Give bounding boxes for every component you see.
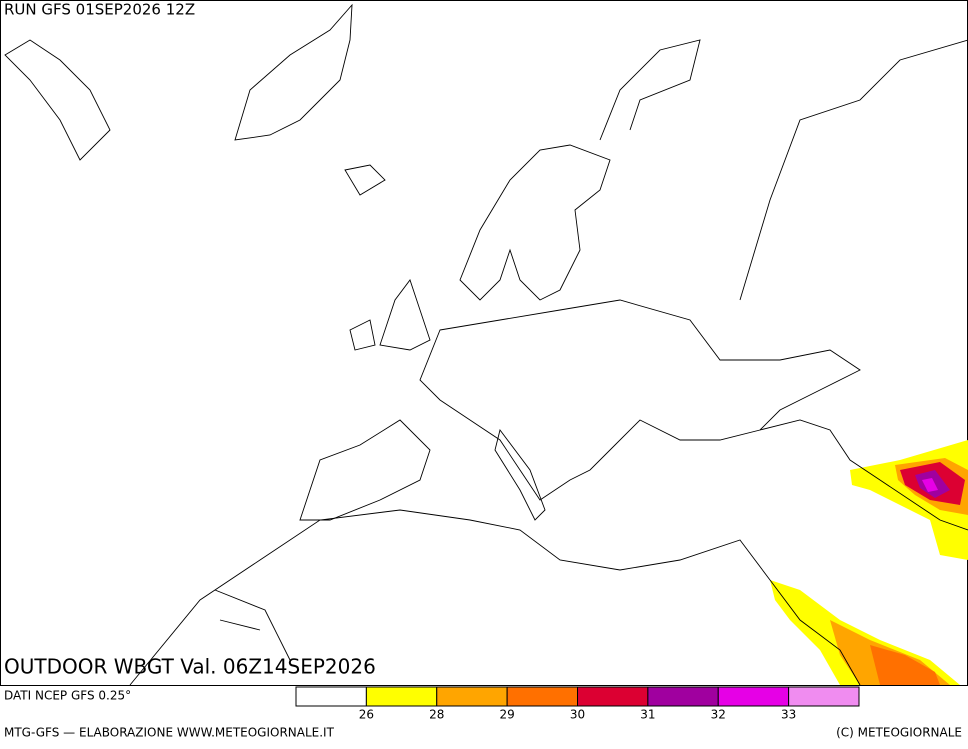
- legend-label: 29: [499, 708, 514, 722]
- color-box: [365, 686, 438, 707]
- color-box: [436, 686, 508, 707]
- color-box: [506, 686, 578, 707]
- legend-label: 30: [570, 708, 585, 722]
- color-box: [647, 686, 719, 707]
- legend-label: 33: [781, 708, 796, 722]
- run-title: RUN GFS 01SEP2026 12Z: [4, 1, 195, 19]
- map-caption: OUTDOOR WBGT Val. 06Z14SEP2026: [4, 655, 376, 679]
- color-bar: 26 28 29 30 31 32 33: [295, 686, 860, 722]
- color-box: [577, 686, 649, 707]
- color-box: [717, 686, 790, 707]
- footer-left: MTG-GFS — ELABORAZIONE WWW.METEOGIORNALE…: [4, 726, 335, 740]
- color-box: [788, 686, 860, 707]
- coastlines: [4, 3, 968, 686]
- map-frame: [0, 0, 968, 686]
- legend-label: 32: [711, 708, 726, 722]
- legend-label: 31: [640, 708, 655, 722]
- color-box: [295, 686, 367, 707]
- footer-right: (C) METEOGIORNALE: [836, 726, 962, 740]
- data-source: DATI NCEP GFS 0.25°: [4, 689, 131, 703]
- legend-label: 28: [429, 708, 444, 722]
- heat-areas: [770, 440, 968, 685]
- legend-label: 26: [359, 708, 374, 722]
